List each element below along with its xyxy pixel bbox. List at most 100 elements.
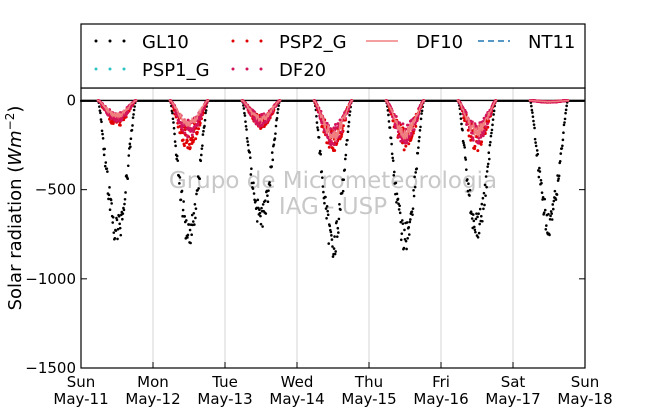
x-tick-label-day: Thu	[354, 373, 383, 391]
df20-point	[326, 136, 330, 140]
gl10-point	[419, 125, 422, 129]
gl10-point	[194, 207, 198, 210]
gl10-point	[483, 203, 486, 207]
gl10-point	[204, 111, 207, 115]
df20-point	[109, 116, 113, 120]
gl10-point	[197, 187, 200, 190]
gl10-point	[402, 246, 406, 250]
x-tick-label-day: Sat	[501, 373, 526, 391]
gl10-point	[99, 111, 102, 115]
psp2-g-point	[192, 138, 196, 142]
gl10-point	[564, 111, 567, 115]
gl10-point	[397, 208, 401, 211]
df20-point	[409, 131, 413, 135]
gl10-point	[190, 233, 193, 237]
gl10-point	[246, 140, 249, 143]
gl10-point	[545, 224, 548, 227]
gl10-point	[393, 170, 396, 174]
df10-line	[456, 99, 498, 138]
df20-point	[192, 130, 196, 134]
gl10-point	[396, 197, 400, 201]
gl10-point	[345, 143, 348, 146]
gl10-point	[387, 120, 391, 123]
gl10-point	[180, 189, 184, 193]
df20-point	[334, 126, 338, 130]
gl10-point	[539, 178, 543, 182]
gl10-point	[333, 252, 337, 256]
x-tick-label-date: May-12	[125, 390, 180, 408]
gl10-point	[113, 237, 117, 240]
gl10-point	[199, 159, 203, 163]
gl10-point	[188, 228, 192, 232]
x-tick-label-day: Tue	[211, 373, 238, 391]
df20-point	[186, 135, 190, 139]
gl10-point	[343, 168, 347, 172]
gl10-point	[121, 212, 125, 215]
legend-marker	[122, 67, 126, 71]
gl10-point	[244, 124, 248, 128]
gl10-point	[540, 181, 543, 185]
gl10-point	[277, 104, 280, 107]
gl10-point	[106, 170, 109, 173]
gl10-point	[178, 182, 181, 185]
gl10-point	[394, 181, 398, 185]
psp2-g-point	[195, 130, 199, 134]
gl10-point	[192, 211, 196, 215]
gl10-point	[323, 201, 326, 205]
gl10-point	[101, 137, 105, 140]
legend-label: PSP1_G	[142, 60, 210, 81]
df20-point	[199, 115, 203, 119]
df10-line	[312, 99, 354, 143]
gl10-point	[325, 205, 329, 208]
gl10-point	[486, 162, 490, 166]
gl10-point	[401, 222, 405, 225]
gl10-point	[129, 145, 132, 149]
gl10-point	[490, 128, 494, 132]
plot-frame	[80, 87, 586, 369]
gl10-point	[171, 111, 174, 115]
df20-point	[482, 129, 486, 133]
gl10-point	[108, 186, 111, 189]
x-tick-label-day: Wed	[281, 373, 314, 391]
gl10-point	[201, 133, 205, 136]
gl10-point	[553, 189, 557, 193]
df20-point	[332, 143, 336, 147]
psp2-g-point	[402, 148, 406, 152]
psp2-g-point	[111, 122, 115, 126]
gl10-point	[119, 233, 123, 237]
gl10-point	[116, 227, 120, 231]
gl10-point	[477, 231, 481, 235]
gl10-point	[176, 159, 180, 162]
gl10-point	[126, 164, 130, 168]
gl10-point	[463, 146, 466, 149]
gl10-point	[171, 117, 175, 121]
legend-label: NT11	[528, 32, 575, 53]
gl10-point	[485, 170, 489, 173]
gl10-point	[326, 209, 329, 213]
gl10-point	[534, 141, 537, 144]
gl10-point	[557, 174, 561, 178]
gl10-point	[413, 175, 416, 179]
df20-point	[481, 134, 485, 138]
df20-point	[477, 139, 481, 143]
gl10-point	[538, 170, 542, 173]
gl10-point	[327, 242, 331, 245]
gl10-point	[99, 118, 103, 121]
gl10-point	[131, 124, 134, 127]
gl10-point	[486, 165, 489, 168]
gl10-point	[530, 104, 533, 108]
gl10-point	[109, 198, 113, 202]
gl10-point	[492, 113, 495, 116]
gl10-point	[541, 198, 544, 201]
gl10-point	[405, 221, 409, 224]
psp2-g-point	[480, 140, 484, 144]
gl10-point	[418, 135, 421, 139]
gl10-point	[98, 109, 102, 112]
x-tick-label-day: Sun	[67, 373, 96, 391]
gl10-point	[110, 202, 113, 205]
gl10-point	[261, 225, 264, 228]
gl10-point	[551, 207, 555, 211]
x-tick-label-date: May-14	[269, 390, 324, 408]
df20-point	[260, 124, 264, 128]
gl10-point	[179, 198, 183, 202]
